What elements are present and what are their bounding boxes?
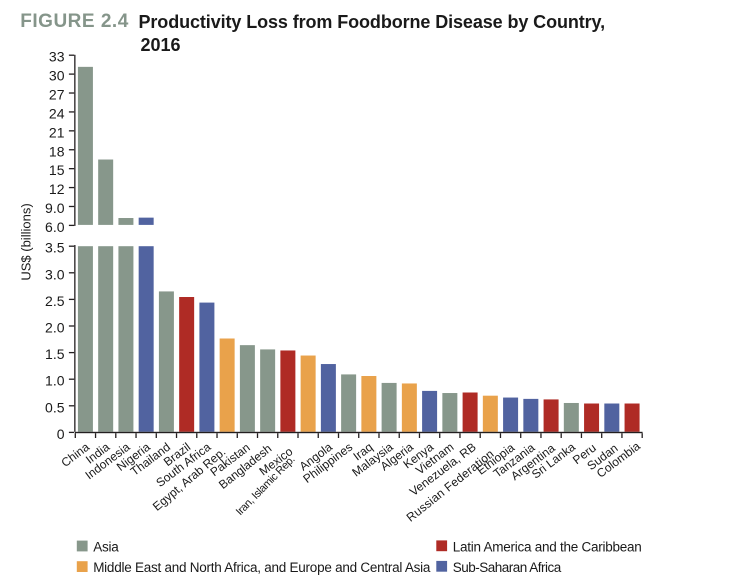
svg-text:1.5: 1.5 [45,346,65,362]
svg-text:24: 24 [49,105,65,121]
svg-text:15: 15 [49,162,65,178]
svg-text:33: 33 [49,49,65,65]
svg-text:30: 30 [49,68,65,84]
svg-text:12: 12 [49,181,65,197]
svg-text:1.0: 1.0 [45,373,65,389]
svg-text:2.5: 2.5 [45,293,65,309]
svg-text:2.0: 2.0 [45,320,65,336]
svg-text:3.5: 3.5 [45,240,65,256]
svg-text:2016: 2016 [141,35,181,55]
svg-text:0.5: 0.5 [45,399,65,415]
svg-text:27: 27 [49,87,65,103]
svg-text:Middle East and North Africa,: Middle East and North Africa, and Europe… [93,560,431,575]
svg-text:9.0: 9.0 [45,200,65,216]
svg-text:3.0: 3.0 [45,266,65,282]
svg-text:0: 0 [57,426,65,442]
svg-text:18: 18 [49,143,65,159]
svg-text:21: 21 [49,124,65,140]
svg-text:Productivity Loss from Foodbor: Productivity Loss from Foodborne Disease… [139,12,606,32]
svg-text:Sub-Saharan Africa: Sub-Saharan Africa [453,560,562,575]
svg-text:6.0: 6.0 [45,219,65,235]
svg-text:US$ (billions): US$ (billions) [19,203,34,280]
svg-text:Latin America and the Caribbea: Latin America and the Caribbean [453,539,642,554]
svg-text:FIGURE 2.4: FIGURE 2.4 [20,11,128,32]
svg-text:Asia: Asia [93,539,119,554]
